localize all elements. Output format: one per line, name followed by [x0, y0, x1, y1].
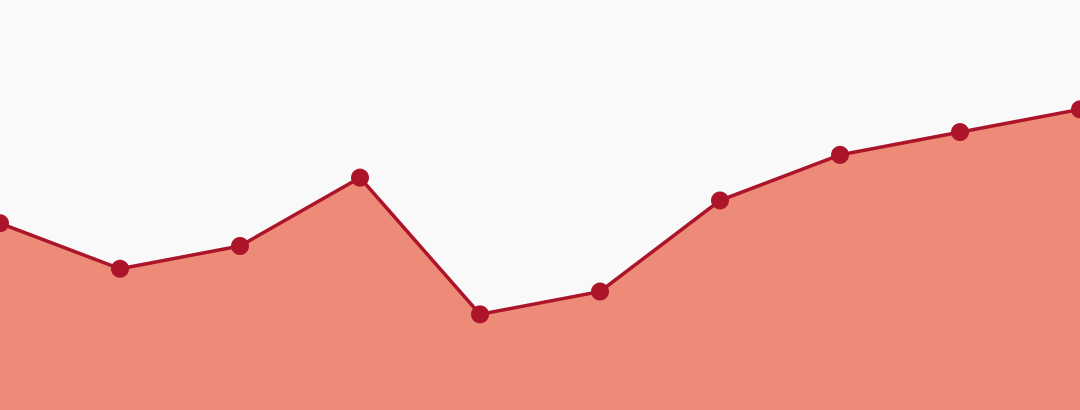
data-point[interactable] — [711, 191, 729, 210]
series-area — [0, 109, 1080, 410]
area-layer — [0, 109, 1080, 410]
data-point[interactable] — [831, 145, 849, 164]
data-point[interactable] — [231, 237, 249, 255]
marker-layer — [0, 100, 1080, 324]
line-layer — [0, 107, 1080, 317]
data-point[interactable] — [0, 214, 9, 233]
data-point[interactable] — [951, 123, 969, 142]
data-point[interactable] — [471, 305, 489, 324]
data-point[interactable] — [111, 259, 129, 278]
data-point[interactable] — [1071, 100, 1080, 119]
series-line — [0, 107, 1080, 317]
data-point[interactable] — [591, 282, 609, 301]
data-point[interactable] — [351, 168, 369, 187]
